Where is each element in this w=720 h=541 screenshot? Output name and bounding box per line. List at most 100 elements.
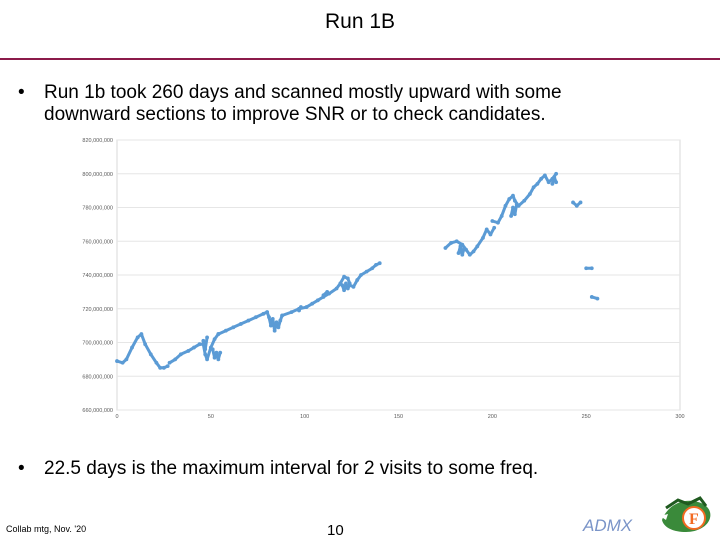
data-point	[475, 244, 480, 249]
data-point	[246, 318, 251, 323]
x-tick-label: 250	[582, 414, 591, 420]
data-point	[503, 203, 508, 208]
data-point	[158, 365, 163, 370]
data-point	[595, 296, 600, 301]
x-tick-label: 200	[488, 414, 497, 420]
footer-brand: ADMX	[583, 516, 633, 535]
data-series-trace	[115, 332, 170, 370]
data-point	[499, 214, 504, 218]
data-point	[280, 313, 285, 318]
bullet-marker: •	[18, 458, 25, 479]
data-point	[154, 360, 159, 365]
data-point	[496, 220, 500, 225]
data-point	[223, 328, 228, 333]
data-point	[522, 198, 527, 203]
x-tick-label: 0	[115, 414, 118, 420]
data-point	[216, 357, 221, 362]
data-point	[344, 281, 348, 286]
data-point	[460, 252, 465, 257]
data-point	[299, 305, 303, 309]
data-point	[212, 355, 217, 360]
data-point	[148, 352, 153, 357]
data-point	[456, 251, 461, 255]
data-point	[272, 328, 277, 333]
data-point	[554, 180, 559, 185]
data-point	[345, 286, 350, 291]
y-tick-label: 660,000,000	[82, 408, 113, 414]
title-divider	[0, 58, 720, 60]
data-point	[201, 338, 206, 343]
data-point	[490, 219, 495, 223]
data-point	[511, 193, 515, 198]
data-point	[377, 261, 382, 266]
data-point	[527, 192, 532, 196]
data-point	[512, 198, 517, 203]
data-point	[342, 288, 346, 293]
data-point	[589, 295, 594, 299]
data-point	[270, 316, 275, 321]
y-tick-label: 760,000,000	[82, 239, 113, 245]
data-point	[546, 180, 551, 185]
data-point	[325, 289, 330, 294]
data-point	[484, 227, 489, 232]
data-point	[449, 241, 453, 245]
chart-svg: 660,000,000 680,000,000 700,000,000 720,000…	[82, 138, 684, 420]
data-point	[231, 325, 236, 330]
data-point	[359, 273, 363, 277]
data-point	[370, 266, 375, 271]
bullet-line: 22.5 days is the maximum interval for 2 …	[44, 458, 539, 479]
data-point	[552, 175, 557, 180]
bullet-marker: •	[18, 82, 25, 103]
data-point	[345, 276, 350, 281]
data-point	[214, 350, 219, 355]
frequency-vs-day-chart: 660,000,000 680,000,000 700,000,000 720,000…	[60, 135, 690, 420]
data-point	[374, 262, 378, 267]
data-point	[458, 244, 463, 249]
data-series-trace	[509, 202, 519, 218]
page-number: 10	[327, 522, 344, 539]
data-point	[531, 185, 536, 190]
x-tick-label: 300	[675, 414, 684, 420]
gator-logo-icon: F	[658, 490, 716, 536]
data-point	[355, 278, 360, 282]
data-point	[216, 332, 221, 336]
data-point	[512, 212, 517, 217]
data-point	[205, 357, 209, 362]
data-point	[267, 315, 271, 320]
data-point	[178, 352, 183, 357]
data-point	[514, 202, 519, 207]
data-point	[120, 360, 125, 365]
data-point	[218, 350, 223, 355]
y-tick-label: 680,000,000	[82, 374, 113, 380]
x-tick-label: 50	[208, 414, 214, 420]
data-point	[589, 266, 594, 271]
data-point	[197, 342, 202, 347]
data-point	[124, 357, 129, 362]
data-point	[481, 235, 485, 240]
data-point	[509, 214, 513, 218]
data-point	[310, 301, 315, 306]
data-point	[276, 325, 281, 330]
svg-text:F: F	[689, 511, 699, 528]
data-point	[173, 357, 178, 362]
data-point	[342, 274, 346, 279]
data-point	[315, 298, 320, 303]
y-tick-label: 740,000,000	[82, 273, 113, 279]
data-point	[467, 252, 472, 257]
data-series-trace	[457, 244, 466, 257]
y-tick-label: 800,000,000	[82, 172, 113, 178]
data-point	[278, 318, 283, 323]
data-point	[364, 269, 369, 274]
data-point	[340, 283, 345, 288]
data-point	[443, 246, 448, 250]
data-point	[135, 335, 140, 340]
data-point	[321, 293, 326, 298]
data-point	[265, 310, 270, 315]
data-point	[186, 349, 191, 353]
data-point	[253, 315, 258, 320]
data-point	[542, 173, 547, 178]
bullet-line: downward sections to improve SNR or to c…	[44, 104, 546, 125]
data-point	[578, 200, 583, 205]
data-point	[471, 249, 476, 254]
data-point	[143, 342, 148, 347]
